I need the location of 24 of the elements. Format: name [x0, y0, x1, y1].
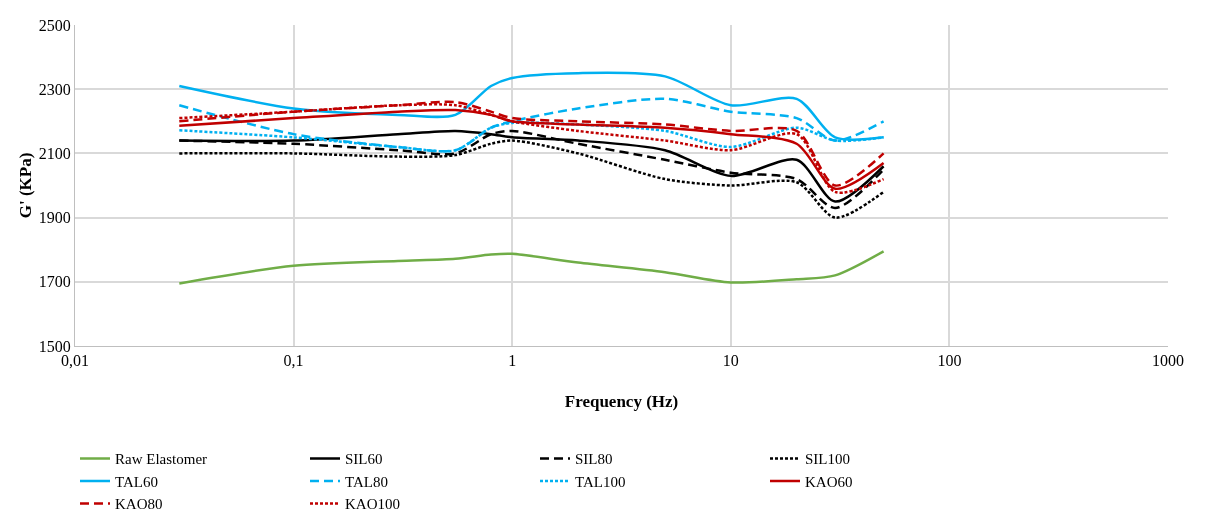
y-tick-label: 2300	[38, 80, 71, 98]
x-tick-label: 100	[937, 352, 962, 370]
x-tick-label: 0,01	[61, 352, 89, 370]
y-tick-label: 2100	[38, 145, 71, 162]
legend-label: TAL60	[115, 473, 158, 490]
x-tick-label: 0,1	[283, 352, 304, 370]
y-tick-label: 1900	[38, 209, 71, 227]
y-tick-label: 2500	[38, 16, 71, 34]
x-tick-label: 1	[508, 352, 517, 370]
y-tick-label: 1500	[38, 337, 71, 355]
legend-label: TAL100	[575, 473, 626, 490]
y-tick-label: 1700	[38, 273, 71, 291]
x-axis-title: Frequency (Hz)	[564, 392, 679, 411]
legend-label: SIL60	[345, 451, 383, 468]
legend-label: Raw Elastomer	[115, 451, 208, 468]
legend-label: KAO100	[345, 496, 400, 513]
x-tick-label: 1000	[1152, 352, 1184, 370]
legend-label: TAL80	[345, 473, 388, 490]
y-axis-title: G' (KPa)	[16, 152, 35, 219]
legend-label: SIL100	[805, 451, 850, 468]
legend-label: SIL80	[575, 451, 613, 468]
legend-label: KAO60	[805, 473, 853, 490]
x-tick-label: 10	[722, 352, 739, 370]
legend-label: KAO80	[115, 496, 163, 513]
